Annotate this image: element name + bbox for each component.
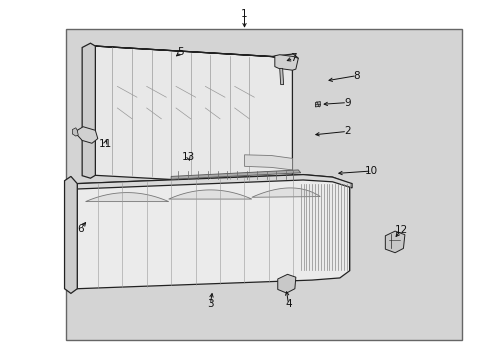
- Polygon shape: [95, 46, 292, 185]
- Text: 7: 7: [289, 53, 296, 63]
- Polygon shape: [85, 193, 168, 202]
- Polygon shape: [385, 231, 404, 253]
- Text: 4: 4: [285, 299, 291, 309]
- Polygon shape: [64, 176, 77, 293]
- Polygon shape: [72, 128, 78, 136]
- Polygon shape: [77, 175, 349, 289]
- Polygon shape: [168, 190, 251, 199]
- Text: 5: 5: [177, 47, 184, 57]
- Polygon shape: [95, 46, 298, 62]
- Text: 11: 11: [98, 139, 112, 149]
- Polygon shape: [315, 102, 320, 107]
- Text: 1: 1: [241, 9, 247, 19]
- Text: 13: 13: [181, 152, 195, 162]
- Polygon shape: [171, 170, 300, 179]
- Bar: [66, 29, 461, 340]
- Text: 3: 3: [206, 299, 213, 309]
- Polygon shape: [277, 274, 295, 293]
- Text: 10: 10: [365, 166, 377, 176]
- Polygon shape: [274, 55, 298, 70]
- Text: 8: 8: [353, 71, 360, 81]
- Text: 12: 12: [393, 225, 407, 235]
- Polygon shape: [82, 43, 95, 178]
- Polygon shape: [251, 188, 320, 197]
- Polygon shape: [77, 127, 98, 143]
- Text: 2: 2: [343, 126, 350, 136]
- Polygon shape: [279, 68, 283, 85]
- Text: 9: 9: [343, 98, 350, 108]
- Text: 6: 6: [77, 224, 84, 234]
- Polygon shape: [77, 175, 351, 189]
- Polygon shape: [244, 155, 292, 170]
